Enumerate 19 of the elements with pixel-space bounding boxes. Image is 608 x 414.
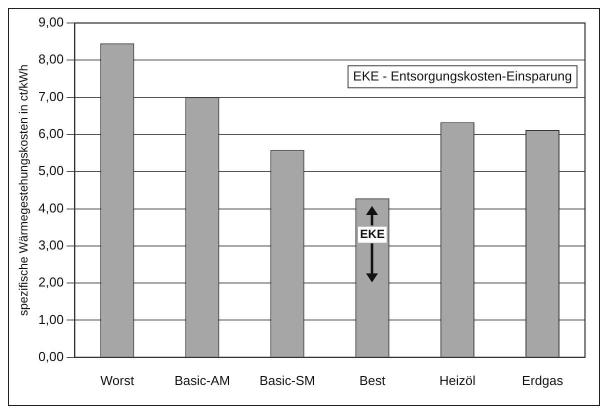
y-tick-label: 4,00 xyxy=(38,200,64,216)
annotation: EKE - Entsorgungskosten-Einsparung xyxy=(353,68,572,84)
y-axis-title: spezifische Wärmegestehungskosten in ct/kWh xyxy=(16,64,31,316)
y-tick-label: 6,00 xyxy=(38,126,64,142)
y-tick-label: 2,00 xyxy=(38,274,64,290)
x-tick-label: Best xyxy=(359,372,386,388)
y-tick-label: 1,00 xyxy=(38,312,64,327)
y-tick-label: 5,00 xyxy=(38,163,64,178)
y-tick-label: 7,00 xyxy=(38,88,64,104)
annotation: EKE xyxy=(360,227,385,242)
y-tick-label: 8,00 xyxy=(38,52,64,67)
x-tick-label: Basic-AM xyxy=(174,372,230,388)
y-tick-label: 0,00 xyxy=(38,348,64,364)
x-tick-label: Worst xyxy=(100,372,134,388)
y-tick-label: 9,00 xyxy=(38,14,64,30)
x-tick-label: Heizöl xyxy=(439,372,476,388)
y-tick-label: 3,00 xyxy=(38,238,64,253)
x-tick-label: Erdgas xyxy=(522,372,564,388)
x-tick-label: Basic-SM xyxy=(260,372,316,388)
